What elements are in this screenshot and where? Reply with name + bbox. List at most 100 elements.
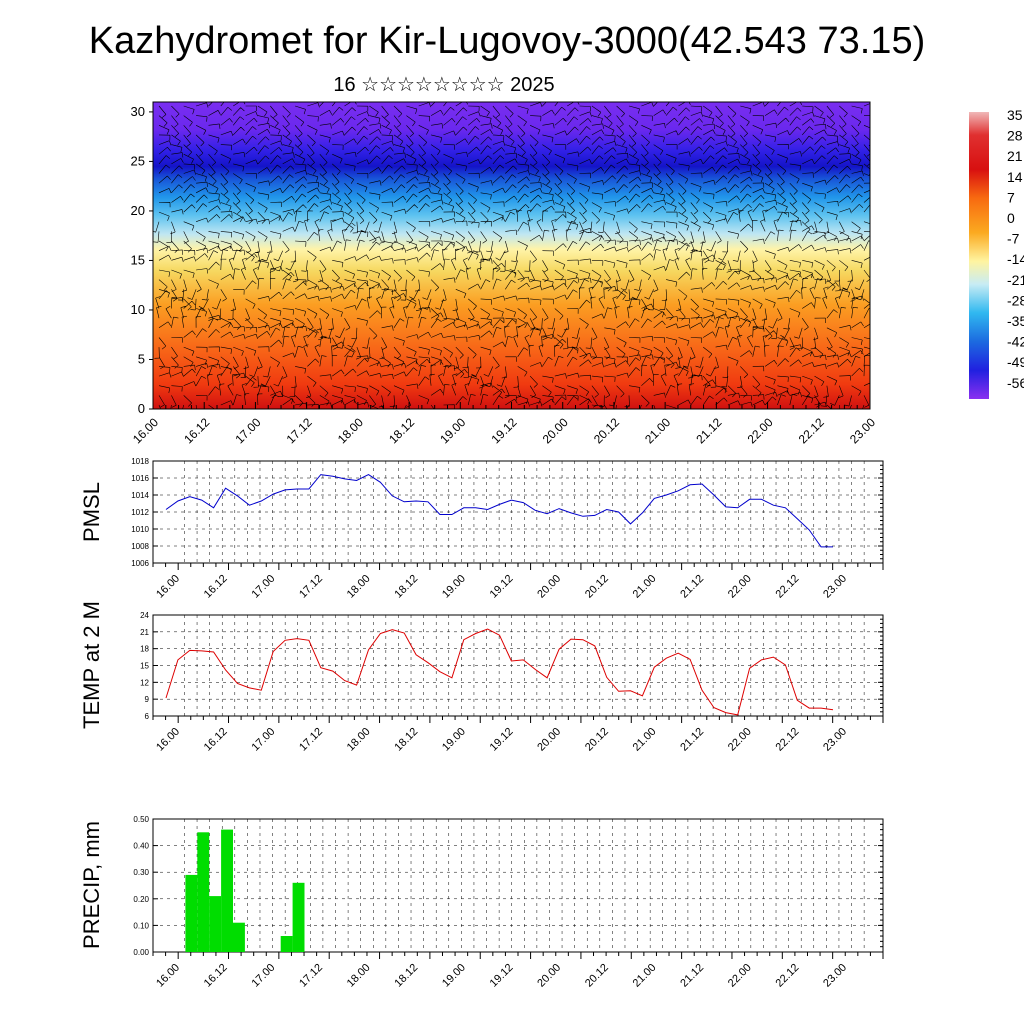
precip-bar	[197, 832, 210, 952]
time-tick-label: 17.00	[232, 415, 263, 446]
wind-barb-field	[153, 102, 870, 409]
time-tick-label: 16.00	[154, 962, 182, 990]
time-tick-label: 19.00	[440, 573, 468, 601]
time-tick-label: 20.12	[583, 726, 611, 754]
y-tick-label: 18	[140, 645, 149, 654]
colorbar-label: -28	[1007, 292, 1024, 308]
time-tick-label: 22.12	[774, 962, 802, 990]
y-tick-label: 25	[131, 153, 145, 168]
colorbar-label: 35	[1007, 107, 1023, 123]
precip-bar	[280, 936, 293, 952]
temp-grid	[153, 615, 883, 716]
time-tick-label: 18.12	[392, 573, 420, 601]
y-tick-label: 21	[140, 628, 149, 637]
y-tick-label: 0.50	[133, 815, 149, 824]
wind-barbs	[153, 102, 870, 409]
time-tick-label: 17.12	[297, 962, 325, 990]
time-tick-label: 20.00	[535, 726, 563, 754]
temp-line	[165, 628, 834, 716]
pmsl-line	[165, 474, 833, 548]
precip-bars	[185, 829, 305, 952]
time-tick-label: 19.12	[488, 415, 519, 446]
time-tick-label: 22.00	[745, 415, 776, 446]
y-tick-label: 1008	[131, 542, 149, 551]
precip-panel: 0.00 0.10 0.20 0.30 0.40 0.50 PRECIP, mm 16.0…	[79, 815, 884, 990]
colorbar-bar	[969, 112, 989, 399]
time-tick-label: 19.12	[488, 962, 516, 990]
temp-y-axis: 6 9 12 15 18 21 24	[140, 611, 883, 721]
chart-title: Kazhydromet for Kir-Lugovoy-3000(42.543 …	[89, 20, 925, 62]
time-tick-label: 17.00	[249, 573, 277, 601]
time-tick-label: 19.00	[437, 415, 468, 446]
y-tick-label: 0.30	[133, 868, 149, 877]
y-tick-label: 0.20	[133, 895, 149, 904]
time-tick-label: 23.00	[847, 415, 878, 446]
time-tick-label: 17.12	[284, 415, 315, 446]
precip-x-axis: 16.00 16.12 17.00 17.12 18.00 18.12 19.00 19.12…	[152, 952, 884, 990]
pmsl-grid	[153, 461, 883, 563]
temp-panel: 6 9 12 15 18 21 24 TEMP at 2 M 16.00 16.12 17.00…	[79, 601, 884, 754]
time-tick-label: 22.00	[726, 726, 754, 754]
colorbar-label: 21	[1007, 148, 1023, 164]
time-tick-label: 18.00	[345, 726, 373, 754]
chart-subtitle: 16 ☆☆☆☆☆☆☆☆ 2025	[333, 74, 554, 96]
time-tick-label: 19.00	[440, 726, 468, 754]
precip-bar	[292, 882, 305, 952]
colorbar-label: -21	[1007, 272, 1024, 288]
cross-section-panel: 0 5 10 15 20 25 30 16.00 16.12 17.00 17.12 18.00 18…	[130, 101, 878, 446]
time-tick-label: 21.00	[642, 415, 673, 446]
time-tick-label: 16.00	[130, 415, 161, 446]
time-tick-label: 21.00	[631, 726, 659, 754]
time-tick-label: 21.00	[631, 573, 659, 601]
colorbar-label: -7	[1007, 231, 1020, 247]
time-tick-label: 22.00	[726, 962, 754, 990]
colorbar-label: -56	[1007, 375, 1024, 391]
time-tick-label: 18.00	[345, 962, 373, 990]
y-tick-label: 1006	[131, 559, 149, 568]
time-tick-label: 23.00	[821, 962, 849, 990]
y-tick-label: 15	[140, 662, 149, 671]
colorbar-label: -35	[1007, 313, 1024, 329]
y-tick-label: 24	[140, 611, 149, 620]
colorbar-label: 14	[1007, 169, 1023, 185]
precip-bar	[233, 922, 245, 952]
colorbar-label: -49	[1007, 354, 1024, 370]
time-tick-label: 20.00	[540, 415, 571, 446]
time-tick-label: 20.00	[535, 962, 563, 990]
time-tick-label: 18.12	[392, 726, 420, 754]
time-tick-label: 17.12	[297, 573, 325, 601]
time-tick-label: 17.12	[297, 726, 325, 754]
y-tick-label: 30	[131, 104, 145, 119]
precip-bar	[221, 829, 233, 952]
time-tick-label: 16.12	[202, 573, 230, 601]
time-tick-label: 22.00	[726, 573, 754, 601]
time-tick-label: 20.12	[591, 415, 622, 446]
colorbar-label: 7	[1007, 189, 1015, 205]
y-tick-label: 10	[131, 302, 145, 317]
time-tick-label: 16.12	[202, 962, 230, 990]
precip-bar	[185, 874, 198, 952]
y-tick-label: 0.00	[133, 948, 149, 957]
cross-section-y-axis: 0 5 10 15 20 25 30	[131, 104, 153, 416]
time-tick-label: 20.00	[535, 573, 563, 601]
y-tick-label: 1014	[131, 491, 149, 500]
y-tick-label: 1016	[131, 474, 149, 483]
time-tick-label: 21.12	[678, 573, 706, 601]
time-tick-label: 20.12	[583, 962, 611, 990]
pmsl-x-axis: 16.00 16.12 17.00 17.12 18.00 18.12 19.00 19.12…	[152, 563, 884, 601]
time-tick-label: 18.12	[392, 962, 420, 990]
time-tick-label: 18.00	[335, 415, 366, 446]
y-tick-label: 12	[140, 678, 149, 687]
colorbar-labels: 35 28 21 14 7 0 -7 -14 -21 -28 -35 -42 -49 -56	[1007, 107, 1024, 391]
y-tick-label: 6	[145, 712, 150, 721]
pmsl-y-axis: 1006 1008 1010 1012 1014 1016 1018	[131, 457, 883, 568]
time-tick-label: 21.12	[678, 726, 706, 754]
temp-x-axis: 16.00 16.12 17.00 17.12 18.00 18.12 19.00 19.12…	[152, 716, 884, 754]
time-tick-label: 23.00	[821, 573, 849, 601]
time-tick-label: 16.00	[154, 573, 182, 601]
time-tick-label: 22.12	[774, 573, 802, 601]
colorbar-label: -14	[1007, 251, 1024, 267]
time-tick-label: 18.12	[386, 415, 417, 446]
